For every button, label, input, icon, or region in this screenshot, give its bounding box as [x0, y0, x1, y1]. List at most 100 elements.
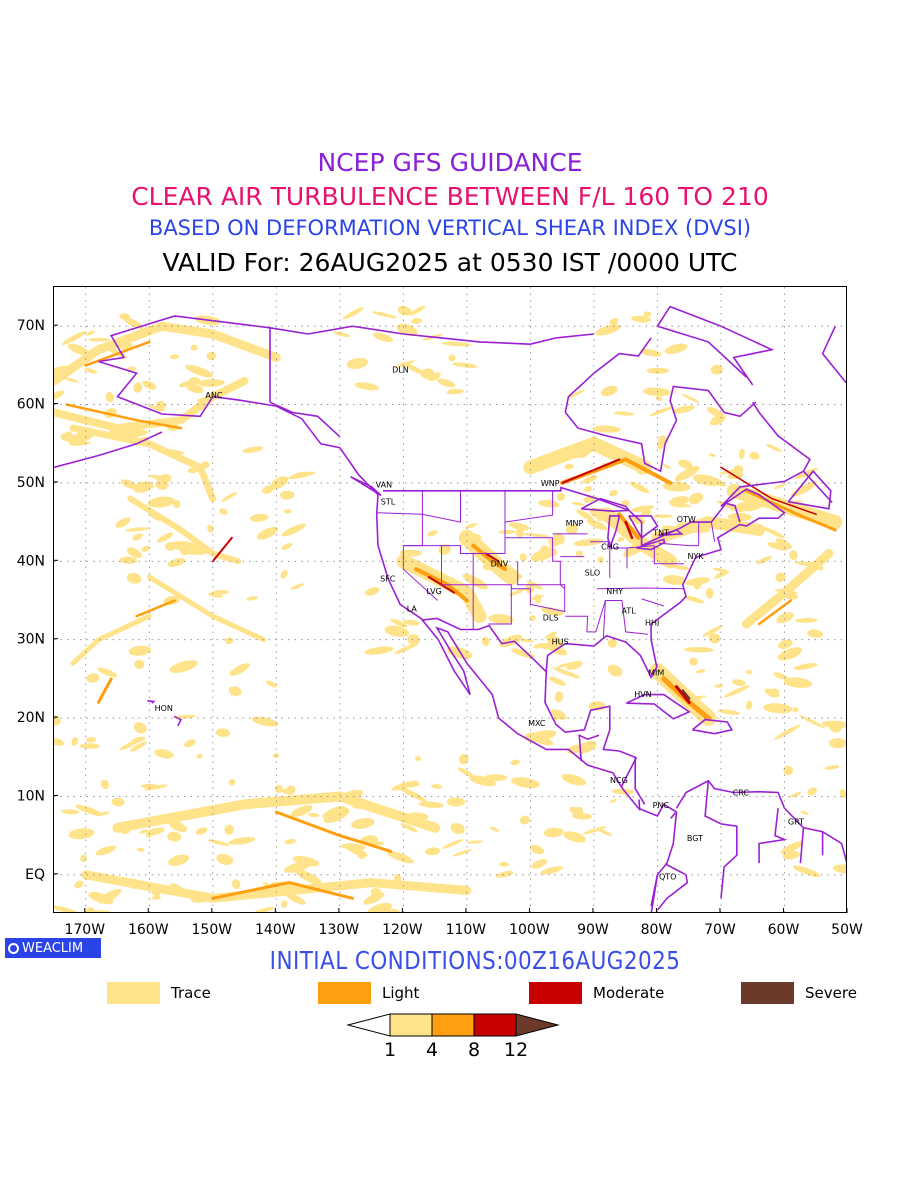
- trace-speckle: [354, 382, 379, 391]
- trace-speckle: [489, 826, 500, 832]
- coastline: [802, 470, 833, 504]
- trace-speckle: [100, 779, 110, 790]
- moderate-streak: [211, 536, 233, 563]
- lake-outline: [658, 529, 684, 537]
- legend-label: Moderate: [593, 984, 665, 1002]
- trace-speckle: [437, 378, 456, 388]
- station-label: GRT: [788, 818, 804, 827]
- trace-speckle: [283, 861, 311, 873]
- trace-speckle: [128, 645, 152, 656]
- trace-speckle: [607, 638, 618, 648]
- trace-speckle: [595, 324, 621, 336]
- trace-speckle: [824, 765, 840, 770]
- trace-speckle: [531, 859, 548, 869]
- moderate-streak: [561, 458, 621, 484]
- title-line-2: CLEAR AIR TURBULENCE BETWEEN F/L 160 TO …: [131, 182, 769, 211]
- trace-speckle: [290, 805, 313, 818]
- moderate-streak: [484, 552, 500, 563]
- lon-tick-label: 70W: [704, 922, 736, 938]
- border: [704, 780, 738, 899]
- trace-speckle: [365, 587, 380, 596]
- lon-tick-label: 170W: [64, 922, 105, 938]
- trace-speckle: [274, 784, 283, 793]
- trace-speckle: [640, 509, 652, 517]
- trace-speckle: [246, 596, 259, 601]
- trace-speckle: [256, 526, 278, 540]
- colorbar-segment: [389, 1013, 433, 1037]
- trace-speckle: [424, 847, 441, 856]
- trace-speckle: [732, 679, 746, 686]
- trace-speckle: [649, 406, 675, 417]
- coastline: [544, 670, 646, 805]
- trace-speckle: [776, 612, 794, 624]
- state-border: [505, 537, 566, 590]
- trace-speckle: [266, 680, 277, 688]
- light-streak: [617, 512, 641, 540]
- trace-speckle: [828, 738, 846, 749]
- trace-speckle: [79, 743, 100, 749]
- colorbar-min-arrow: [346, 1013, 391, 1037]
- trace-speckle: [529, 594, 544, 601]
- trace-speckle: [446, 388, 465, 395]
- trace-speckle: [333, 331, 351, 338]
- stations: DLN ANC VAN STL WNP MNP OTW TNT CHG NYK DNV SFC LVG S…: [155, 365, 804, 881]
- trace-speckle: [556, 492, 566, 501]
- trace-speckle: [411, 318, 423, 324]
- trace-speckle: [684, 646, 714, 653]
- trace-speckle: [749, 451, 760, 460]
- trace-speckle: [136, 847, 145, 852]
- trace-speckle: [119, 739, 140, 751]
- state-border: [658, 542, 699, 547]
- state-border: [403, 490, 506, 554]
- trace-speckle: [157, 532, 174, 543]
- state-border: [511, 561, 566, 613]
- coastline: [545, 401, 811, 680]
- trace-speckle: [229, 663, 250, 676]
- trace-speckle: [407, 634, 420, 646]
- trace-speckle: [290, 583, 305, 590]
- trace-speckle: [383, 908, 400, 912]
- station-label: NHY: [606, 587, 623, 596]
- trace-speckle: [446, 797, 466, 807]
- trace-speckle: [575, 550, 584, 557]
- trace-speckle: [75, 804, 102, 816]
- trace-speckle: [705, 587, 714, 599]
- trace-speckle: [211, 590, 230, 595]
- lon-tick-label: 60W: [768, 922, 800, 938]
- coastline: [675, 779, 846, 863]
- coastline: [787, 469, 832, 510]
- trace-speckle: [706, 407, 724, 418]
- trace-speckle: [529, 615, 536, 622]
- trace-speckle: [98, 888, 122, 904]
- trace-speckle: [642, 387, 671, 397]
- trace-speckle: [792, 865, 821, 878]
- trace-speckle: [172, 500, 181, 509]
- trace-speckle: [190, 344, 198, 351]
- lon-tick-label: 140W: [255, 922, 296, 938]
- trace-speckle: [285, 785, 296, 795]
- legend-severe: Severe: [741, 982, 857, 1004]
- state-border: [602, 600, 606, 638]
- colorbar-tick-label: 1: [384, 1039, 396, 1061]
- trace-speckle: [105, 391, 114, 403]
- border: [670, 812, 676, 819]
- trace-speckle: [789, 550, 798, 561]
- station-label: SFC: [380, 575, 396, 584]
- trace-speckle: [714, 570, 730, 579]
- trace-band: [146, 574, 267, 643]
- trace-speckle: [448, 354, 456, 362]
- trace-speckle: [408, 305, 426, 316]
- coastline: [691, 718, 734, 735]
- station-label: DNV: [491, 560, 509, 569]
- trace-speckle: [323, 807, 350, 824]
- trace-band: [70, 613, 152, 666]
- trace-speckle: [185, 364, 214, 378]
- station-label: CHG: [601, 542, 619, 551]
- trace-speckle: [565, 524, 579, 535]
- trace-speckle: [723, 685, 750, 698]
- trace-speckle: [63, 377, 80, 383]
- trace-speckle: [364, 646, 394, 655]
- trace-speckle: [195, 827, 208, 835]
- trace-speckle: [529, 844, 545, 855]
- trace-speckle: [488, 614, 514, 624]
